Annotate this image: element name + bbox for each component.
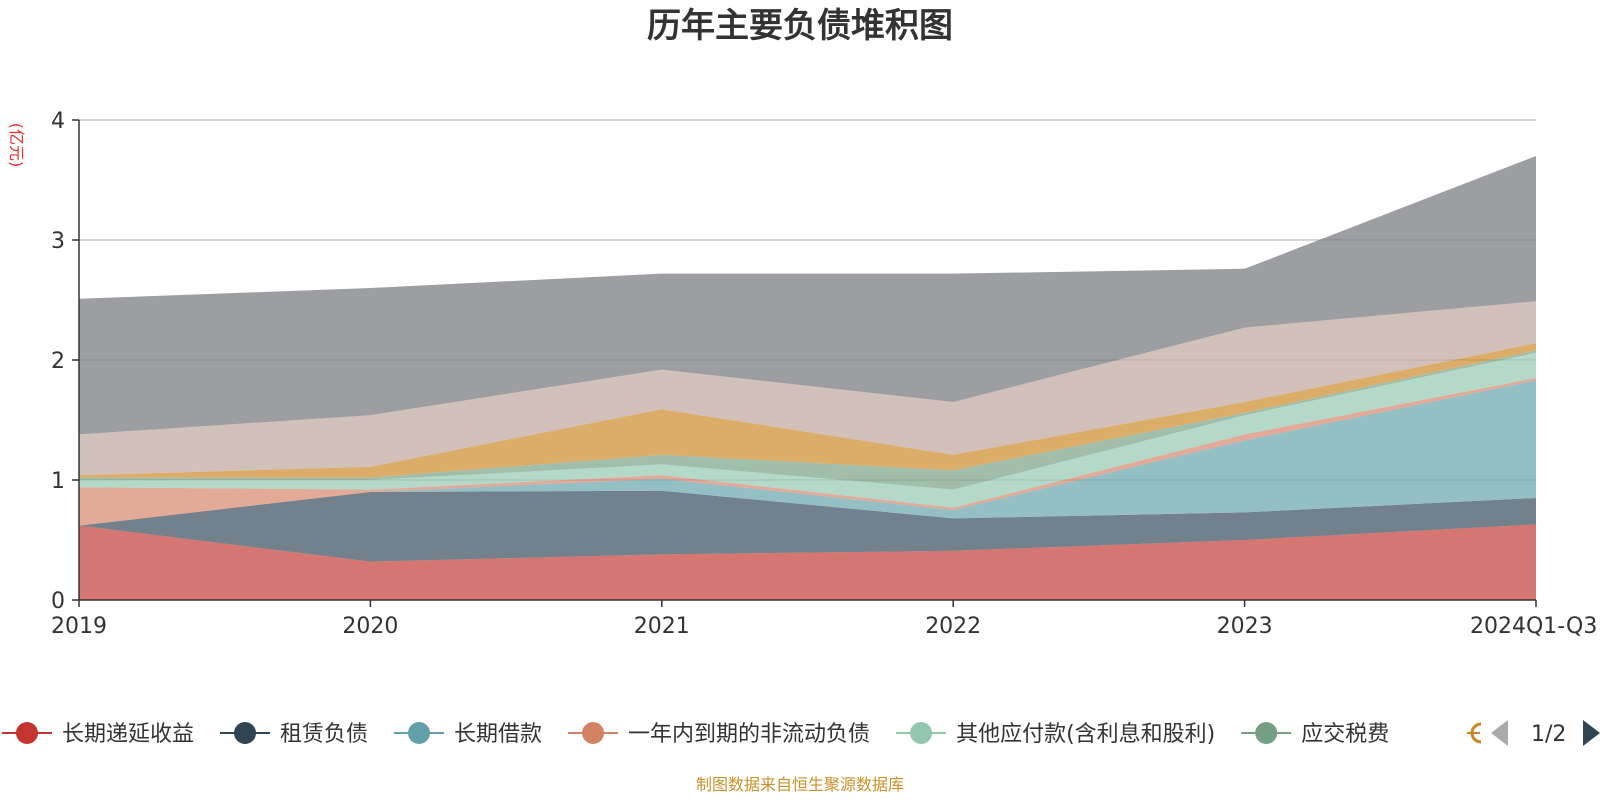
legend-marker	[910, 722, 933, 744]
y-tick-label: 2	[51, 349, 65, 374]
legend-label: 其他应付款(含利息和股利)	[956, 722, 1215, 747]
legend-item-4: 一年内到期的非流动负债	[568, 722, 870, 747]
legend-clipped-marker	[1470, 722, 1482, 744]
x-axis-ticks: 2019 2020 2021 2022 2023 2024Q1-Q3	[51, 600, 1597, 639]
legend-marker	[234, 722, 257, 744]
legend-label: 长期递延收益	[62, 722, 194, 747]
legend-marker	[582, 722, 605, 744]
legend: 长期递延收益 租赁负债 长期借款 一年内到期的非流动负债 其他应付款(含利息和股利) 应交…	[2, 722, 1389, 747]
legend-marker	[1255, 722, 1278, 744]
legend-next-page-icon[interactable]	[1583, 720, 1600, 746]
legend-label: 租赁负债	[280, 722, 368, 747]
y-tick-label: 1	[51, 469, 65, 494]
legend-label: 应交税费	[1301, 722, 1389, 747]
legend-label: 一年内到期的非流动负债	[628, 722, 870, 747]
area-series-4	[79, 378, 1536, 526]
legend-item-5: 其他应付款(含利息和股利)	[896, 722, 1215, 747]
x-tick-label: 2023	[1217, 614, 1273, 639]
legend-page-indicator: 1/2	[1531, 722, 1566, 747]
y-axis-ticks: 0 1 2 3 4	[51, 109, 79, 614]
x-tick-label: 2022	[925, 614, 981, 639]
y-tick-label: 0	[51, 589, 65, 614]
area-series-9	[79, 156, 1536, 435]
legend-item-3: 长期借款	[394, 722, 542, 747]
x-tick-label: 2020	[342, 614, 398, 639]
data-source-note: 制图数据来自恒生聚源数据库	[696, 775, 904, 794]
legend-prev-page-icon[interactable]	[1491, 720, 1508, 746]
area-series-3	[79, 380, 1536, 526]
area-series-5	[79, 352, 1536, 508]
area-series-8	[79, 301, 1536, 476]
chart-title: 历年主要负债堆积图	[647, 6, 953, 46]
y-axis-unit: (亿元)	[7, 123, 26, 168]
area-series-2	[79, 490, 1536, 562]
legend-marker	[16, 722, 38, 744]
legend-item-1: 长期递延收益	[2, 722, 194, 747]
legend-label: 长期借款	[454, 722, 542, 747]
y-tick-label: 3	[51, 229, 65, 254]
legend-marker	[408, 722, 431, 744]
x-tick-label: 2021	[634, 614, 690, 639]
y-tick-label: 4	[51, 109, 65, 134]
plot-area	[79, 156, 1536, 600]
x-tick-label: 2019	[51, 614, 107, 639]
x-tick-label: 2024Q1-Q3	[1470, 614, 1597, 639]
legend-item-6: 应交税费	[1241, 722, 1389, 747]
area-series-1	[79, 524, 1536, 600]
legend-clipped-item	[1467, 722, 1482, 744]
area-series-7	[79, 343, 1536, 478]
legend-item-2: 租赁负债	[220, 722, 368, 747]
